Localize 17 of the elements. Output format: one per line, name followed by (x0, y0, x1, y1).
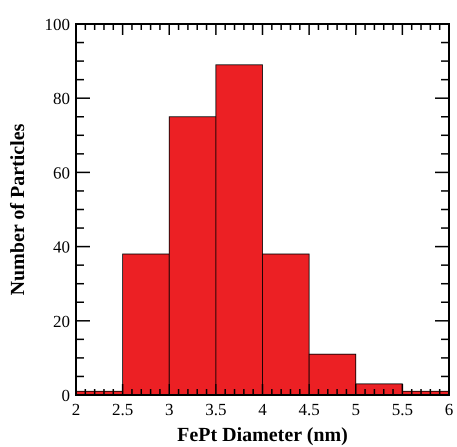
x-tick-label: 3.5 (205, 400, 226, 419)
x-tick-label: 5 (352, 400, 360, 419)
x-tick-label: 4 (258, 400, 268, 419)
y-tick-label: 100 (44, 14, 70, 34)
x-tick-label: 2 (72, 400, 80, 419)
x-axis-title: FePt Diameter (nm) (177, 424, 348, 446)
x-tick-label: 6 (444, 400, 454, 419)
x-tick-label: 2.5 (112, 400, 134, 419)
x-tick-label: 4.5 (298, 400, 320, 419)
y-tick-label: 80 (53, 89, 70, 108)
y-tick-label: 20 (53, 312, 70, 331)
y-axis-title: Number of Particles (7, 123, 29, 296)
y-tick-label: 60 (53, 163, 70, 182)
x-tick-label: 3 (165, 400, 174, 419)
x-tick-label: 5.5 (392, 400, 413, 419)
y-tick-label: 40 (53, 238, 70, 257)
y-tick-label: 0 (62, 386, 70, 405)
